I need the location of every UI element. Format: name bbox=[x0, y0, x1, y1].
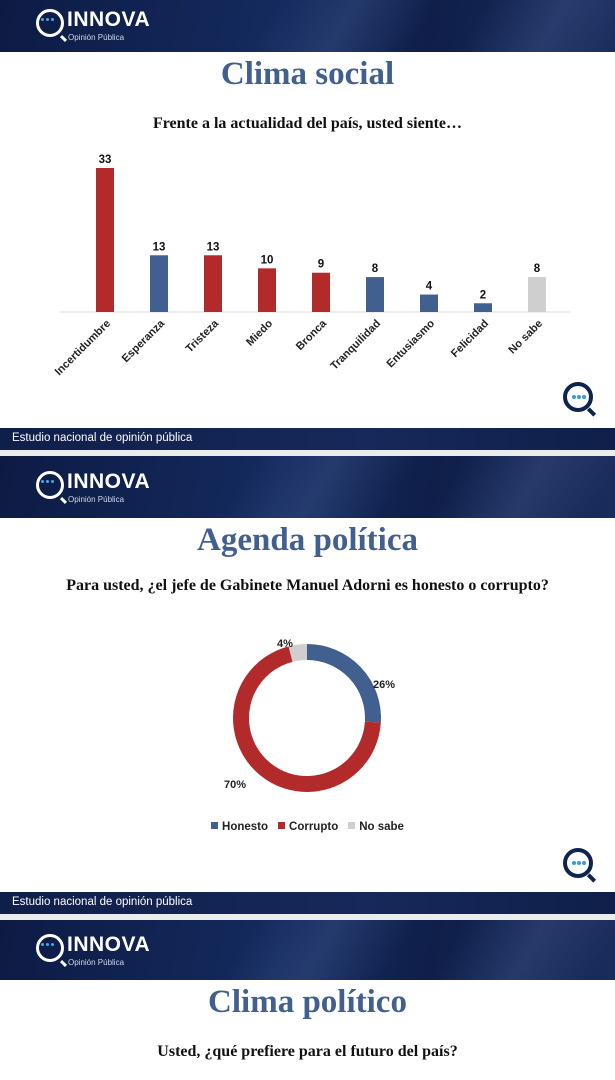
legend-label: No sabe bbox=[359, 821, 404, 833]
bar bbox=[420, 294, 438, 312]
data-label: 2 bbox=[480, 289, 486, 301]
data-label: 9 bbox=[318, 259, 324, 271]
footer-text: Estudio nacional de opinión pública bbox=[12, 432, 193, 444]
slide-question: Usted, ¿qué prefiere para el futuro del … bbox=[157, 1043, 458, 1060]
data-label: 70% bbox=[224, 779, 246, 791]
data-label: 4% bbox=[277, 638, 293, 650]
slide-agenda-politica: INNOVA Opinión Pública Agenda política P… bbox=[0, 456, 615, 914]
bar bbox=[204, 255, 222, 312]
brand-subtitle: Opinión Pública bbox=[68, 33, 125, 42]
category-label: Esperanza bbox=[120, 317, 168, 365]
legend-label: Corrupto bbox=[289, 821, 339, 833]
category-label: Felicidad bbox=[449, 318, 491, 360]
innova-mark-icon bbox=[563, 382, 595, 414]
category-label: Entusiasmo bbox=[385, 317, 438, 370]
donut-slice bbox=[233, 646, 381, 792]
slide-question: Para usted, ¿el jefe de Gabinete Manuel … bbox=[66, 577, 549, 594]
legend-swatch bbox=[348, 822, 356, 829]
donut-slice bbox=[288, 644, 308, 662]
slide-clima-politico: INNOVA Opinión Pública Clima político Us… bbox=[0, 920, 615, 1080]
innova-mark-icon bbox=[563, 848, 595, 880]
bar bbox=[258, 268, 276, 312]
slide-title: Clima político bbox=[208, 984, 407, 1020]
legend-item: Honesto bbox=[211, 821, 268, 833]
bar-chart: 33 Incertidumbre 13 Esperanza 13 Tristeza 10 Mi… bbox=[53, 154, 570, 378]
bar bbox=[528, 277, 546, 312]
brand-subtitle: Opinión Pública bbox=[68, 495, 125, 504]
magnifier-icon bbox=[36, 934, 64, 962]
data-label: 8 bbox=[534, 263, 541, 275]
bar bbox=[96, 168, 114, 312]
data-label: 8 bbox=[372, 263, 379, 275]
category-label: Tristeza bbox=[184, 317, 222, 355]
slide-footer: Estudio nacional de opinión pública bbox=[0, 892, 615, 914]
slide-title: Clima social bbox=[220, 56, 395, 92]
data-label: 13 bbox=[207, 241, 220, 253]
data-label: 13 bbox=[153, 241, 166, 253]
legend-swatch bbox=[211, 822, 219, 829]
brand-name: INNOVA bbox=[67, 8, 151, 31]
brand-name: INNOVA bbox=[67, 933, 151, 956]
donut-chart: 26% 70% 4% bbox=[224, 638, 395, 792]
slide-footer: Estudio nacional de opinión pública bbox=[0, 428, 615, 450]
category-label: Tranquilidad bbox=[328, 318, 383, 373]
donut-slice bbox=[306, 644, 381, 723]
legend-item: No sabe bbox=[348, 821, 404, 833]
brand-subtitle: Opinión Pública bbox=[68, 958, 125, 967]
slide-question: Frente a la actualidad del país, usted s… bbox=[152, 115, 463, 132]
legend-swatch bbox=[278, 822, 286, 829]
slide-header: INNOVA Opinión Pública bbox=[0, 456, 615, 518]
donut-legend: Honesto Corrupto No sabe bbox=[0, 821, 615, 833]
magnifier-icon bbox=[36, 9, 64, 37]
legend-label: Honesto bbox=[222, 821, 269, 833]
slide-title: Agenda política bbox=[197, 522, 418, 558]
footer-text: Estudio nacional de opinión pública bbox=[12, 896, 193, 908]
brand-name: INNOVA bbox=[67, 470, 151, 493]
data-label: 33 bbox=[99, 154, 112, 166]
bar bbox=[366, 277, 384, 312]
bar bbox=[312, 272, 330, 312]
data-label: 10 bbox=[261, 254, 274, 266]
slide-clima-social: INNOVA Opinión Pública Clima social Fren… bbox=[0, 0, 615, 450]
slide-header: INNOVA Opinión Pública bbox=[0, 0, 615, 52]
legend-item: Corrupto bbox=[278, 821, 338, 833]
data-label: 4 bbox=[426, 281, 433, 293]
category-label: Bronca bbox=[294, 317, 330, 353]
slide-header: INNOVA Opinión Pública bbox=[0, 920, 615, 980]
category-label: No sabe bbox=[506, 318, 545, 357]
category-label: Incertidumbre bbox=[53, 318, 113, 378]
bar bbox=[150, 255, 168, 312]
data-label: 26% bbox=[373, 679, 395, 691]
category-label: Miedo bbox=[244, 317, 275, 348]
magnifier-icon bbox=[36, 471, 64, 499]
bar bbox=[474, 303, 492, 312]
